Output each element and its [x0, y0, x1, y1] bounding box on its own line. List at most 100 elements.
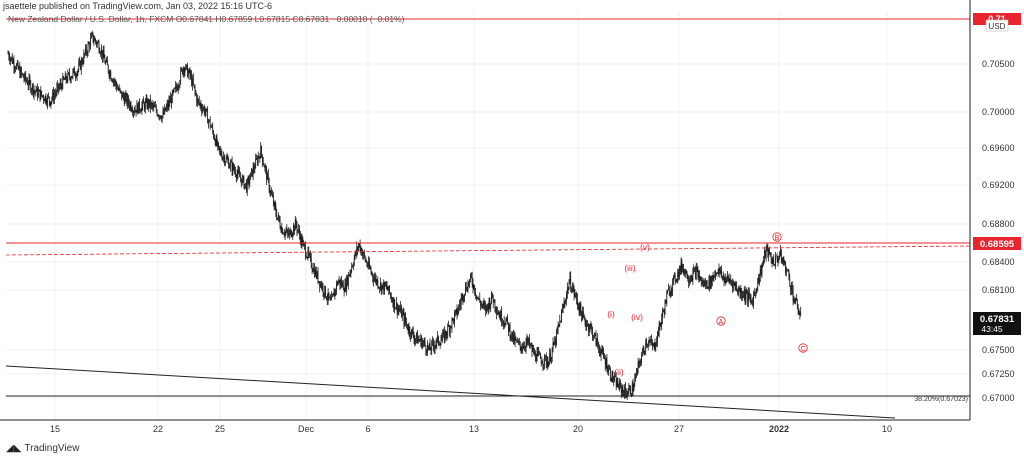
candle-body — [529, 345, 531, 346]
candle-body — [678, 271, 679, 277]
candle-body — [701, 282, 703, 284]
candle-body — [288, 232, 289, 236]
candle-body — [149, 99, 150, 107]
candle-body — [545, 355, 546, 358]
candlestick-series[interactable] — [7, 30, 802, 400]
candle-body — [310, 254, 311, 257]
candle-body — [415, 338, 417, 340]
candle-body — [664, 300, 666, 314]
candle-body — [540, 358, 542, 364]
candle-body — [743, 290, 745, 296]
candle-body — [438, 335, 439, 344]
candle-body — [18, 67, 20, 69]
candle-body — [38, 89, 40, 92]
candle-body — [84, 53, 86, 55]
candle-body — [792, 290, 794, 301]
candle-body — [283, 233, 284, 235]
candle-body — [538, 351, 540, 354]
candle-body — [231, 161, 233, 172]
candle-body — [332, 292, 334, 296]
candle-body — [186, 64, 187, 66]
candle-body — [212, 126, 214, 132]
candle-body — [329, 297, 331, 299]
candle-body — [679, 267, 681, 272]
candle-body — [734, 283, 736, 287]
candle-body — [631, 394, 632, 395]
candle-body — [283, 233, 285, 235]
candle-body — [666, 293, 668, 304]
candle-body — [556, 330, 557, 345]
candle-body — [214, 137, 215, 140]
candle-body — [411, 329, 412, 338]
candle-body — [711, 276, 712, 286]
candle-body — [115, 80, 117, 85]
candle-body — [394, 298, 396, 310]
candle-body — [583, 316, 585, 319]
candle-body — [120, 90, 122, 92]
candle-body — [62, 76, 64, 89]
candle-body — [694, 269, 695, 270]
candle-body — [486, 304, 488, 306]
candle-body — [341, 281, 342, 286]
candle-body — [156, 111, 158, 116]
candle-body — [593, 337, 594, 339]
candle-body — [249, 179, 251, 184]
candle-body — [670, 289, 672, 294]
candle-body — [612, 372, 614, 381]
candle-body — [105, 61, 107, 64]
candle-body — [261, 146, 262, 155]
candle-body — [147, 100, 149, 108]
candle-body — [92, 32, 94, 42]
candle-body — [177, 86, 179, 91]
candle-body — [229, 166, 230, 169]
candle-body — [475, 293, 476, 296]
candle-body — [52, 92, 53, 99]
candle-body — [609, 368, 611, 379]
candle-body — [395, 302, 397, 308]
candle-body — [192, 78, 194, 85]
tradingview-footer[interactable]: ◢◣ TradingView — [6, 443, 79, 454]
candle-body — [122, 93, 123, 98]
candle-body — [295, 219, 297, 226]
candle-body — [64, 74, 66, 80]
candle-body — [597, 338, 599, 346]
candle-body — [524, 346, 525, 348]
candle-body — [763, 259, 764, 263]
candle-body — [123, 93, 124, 98]
candle-body — [123, 97, 125, 104]
candle-body — [150, 103, 152, 108]
candle-body — [774, 264, 775, 266]
candle-body — [9, 57, 11, 61]
candle-body — [595, 333, 597, 346]
candle-body — [354, 252, 356, 259]
candle-body — [142, 100, 144, 106]
candle-body — [588, 328, 590, 331]
candle-body — [532, 348, 534, 352]
candle-body — [620, 382, 621, 385]
candle-body — [528, 338, 529, 343]
candle-body — [491, 293, 492, 303]
candle-body — [764, 250, 766, 257]
candle-body — [662, 311, 663, 319]
candle-body — [252, 166, 254, 177]
candle-body — [749, 296, 751, 298]
candle-body — [631, 384, 633, 395]
candle-body — [17, 62, 19, 69]
candle-body — [434, 345, 436, 349]
candle-body — [570, 276, 572, 290]
candle-body — [503, 321, 505, 324]
candle-body — [171, 91, 173, 104]
candle-body — [246, 180, 248, 192]
candle-body — [754, 292, 756, 294]
candle-body — [677, 271, 679, 280]
candle-body — [553, 342, 555, 345]
candle-body — [432, 341, 433, 343]
y-tick-label: 0.69200 — [982, 180, 1015, 190]
x-tick-label: 13 — [469, 424, 479, 434]
x-tick-label: 15 — [50, 424, 60, 434]
candle-body — [567, 287, 569, 290]
candle-body — [523, 346, 524, 349]
x-tick-label: Dec — [298, 424, 315, 434]
candle-body — [319, 281, 321, 287]
